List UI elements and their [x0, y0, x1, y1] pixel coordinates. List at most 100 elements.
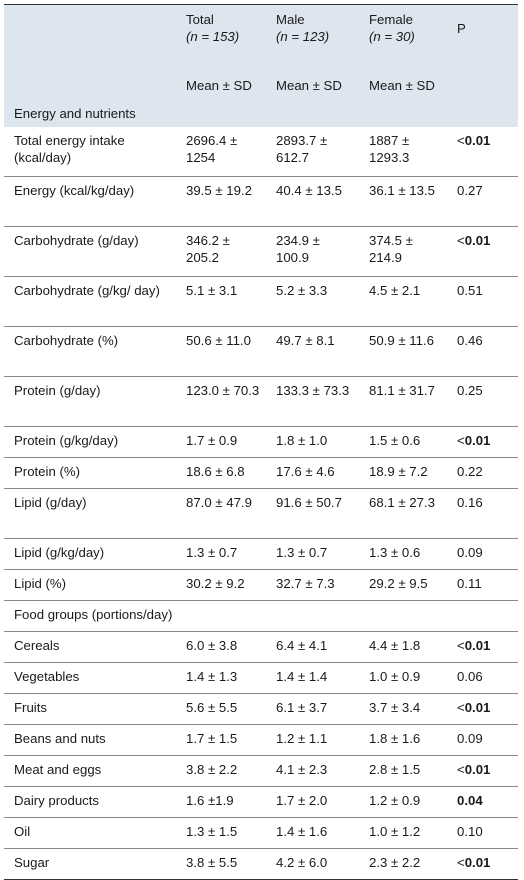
- row-label: Lipid (g/day): [4, 488, 176, 539]
- cell-p: 0.09: [449, 724, 518, 756]
- p-value: 0.01: [464, 762, 491, 777]
- cell-female: 374.5 ± 214.9: [359, 226, 449, 277]
- cell-male: 40.4 ± 13.5: [266, 176, 359, 227]
- row-label: Lipid (g/kg/day): [4, 538, 176, 570]
- p-value: 0.10: [457, 824, 483, 839]
- row-label: Carbohydrate (g/kg/ day): [4, 276, 176, 327]
- table-row: Carbohydrate (g/day) 346.2 ± 205.2 234.9 ±…: [4, 226, 518, 277]
- cell-total: 5.1 ± 3.1: [176, 276, 266, 327]
- cell-male: 6.4 ± 4.1: [266, 631, 359, 663]
- cell-total: 5.6 ± 5.5: [176, 693, 266, 725]
- cell-male: 6.1 ± 3.7: [266, 693, 359, 725]
- row-label: Total energy intake (kcal/day): [4, 127, 176, 177]
- cell-p: 0.46: [449, 326, 518, 377]
- row-label: Vegetables: [4, 662, 176, 694]
- cell-p: <0.01: [449, 127, 518, 177]
- cell-female: 81.1 ± 31.7: [359, 376, 449, 427]
- table-row: Carbohydrate (%) 50.6 ± 11.0 49.7 ± 8.1 50.…: [4, 326, 518, 377]
- header-stat-total: Mean ± SD: [186, 78, 252, 93]
- cell-total: 6.0 ± 3.8: [176, 631, 266, 663]
- header-p: P: [449, 5, 518, 62]
- cell-male: 5.2 ± 3.3: [266, 276, 359, 327]
- header-row-stats: Energy and nutrients Mean ± SD Mean ± SD…: [4, 61, 518, 127]
- cell-total: 346.2 ± 205.2: [176, 226, 266, 277]
- cell-female: 1.3 ± 0.6: [359, 538, 449, 570]
- cell-female: 1.5 ± 0.6: [359, 426, 449, 458]
- cell-female: 1.2 ± 0.9: [359, 786, 449, 818]
- cell-total: 87.0 ± 47.9: [176, 488, 266, 539]
- cell-total: 1.3 ± 0.7: [176, 538, 266, 570]
- cell-p: <0.01: [449, 631, 518, 663]
- cell-male: 1.4 ± 1.6: [266, 817, 359, 849]
- table-row: Vegetables 1.4 ± 1.3 1.4 ± 1.4 1.0 ± 0.9 0.0…: [4, 662, 518, 694]
- table-row: Lipid (g/day) 87.0 ± 47.9 91.6 ± 50.7 68.1 …: [4, 488, 518, 539]
- table-row: Protein (%) 18.6 ± 6.8 17.6 ± 4.6 18.9 ± 7.…: [4, 457, 518, 489]
- table-row: Cereals 6.0 ± 3.8 6.4 ± 4.1 4.4 ± 1.8 <0.01: [4, 631, 518, 663]
- section-row: Food groups (portions/day): [4, 600, 518, 632]
- table-row: Protein (g/day) 123.0 ± 70.3 133.3 ± 73.3 8…: [4, 376, 518, 427]
- header-row-groups: Total (n = 153) Male (n = 123) Female (n…: [4, 4, 518, 62]
- header-total-n: (n = 153): [186, 29, 240, 44]
- p-value: 0.01: [464, 638, 491, 653]
- cell-female: 29.2 ± 9.5: [359, 569, 449, 601]
- cell-p: <0.01: [449, 848, 518, 880]
- cell-total: 1.3 ± 1.5: [176, 817, 266, 849]
- p-prefix: <: [457, 762, 465, 777]
- cell-female: 4.4 ± 1.8: [359, 631, 449, 663]
- p-value: 0.06: [457, 669, 483, 684]
- p-value: 0.01: [464, 433, 491, 448]
- cell-male: 4.1 ± 2.3: [266, 755, 359, 787]
- p-value: 0.09: [457, 731, 483, 746]
- table-row: Meat and eggs 3.8 ± 2.2 4.1 ± 2.3 2.8 ± 1.5…: [4, 755, 518, 787]
- cell-male: 2893.7 ± 612.7: [266, 127, 359, 177]
- p-value: 0.01: [464, 700, 491, 715]
- cell-male: 1.7 ± 2.0: [266, 786, 359, 818]
- cell-p: 0.04: [449, 786, 518, 818]
- row-label: Cereals: [4, 631, 176, 663]
- header-stat-male: Mean ± SD: [276, 78, 342, 93]
- row-label: Beans and nuts: [4, 724, 176, 756]
- cell-male: 1.2 ± 1.1: [266, 724, 359, 756]
- cell-p: 0.22: [449, 457, 518, 489]
- table-figure: Total (n = 153) Male (n = 123) Female (n…: [4, 4, 518, 880]
- header-male: Male (n = 123): [266, 5, 359, 62]
- cell-p: <0.01: [449, 226, 518, 277]
- cell-total: 1.7 ± 1.5: [176, 724, 266, 756]
- header-total-label: Total: [186, 12, 214, 27]
- cell-female: 1.0 ± 0.9: [359, 662, 449, 694]
- header-male-n: (n = 123): [276, 29, 330, 44]
- p-value: 0.51: [457, 283, 483, 298]
- table-header: Total (n = 153) Male (n = 123) Female (n…: [4, 4, 518, 127]
- row-label: Carbohydrate (g/day): [4, 226, 176, 277]
- cell-female: 2.3 ± 2.2: [359, 848, 449, 880]
- table-row: Beans and nuts 1.7 ± 1.5 1.2 ± 1.1 1.8 ± 1.…: [4, 724, 518, 756]
- cell-total: 123.0 ± 70.3: [176, 376, 266, 427]
- cell-female: 3.7 ± 3.4: [359, 693, 449, 725]
- cell-male: 133.3 ± 73.3: [266, 376, 359, 427]
- cell-total: 39.5 ± 19.2: [176, 176, 266, 227]
- cell-p: 0.27: [449, 176, 518, 227]
- table-row: Energy (kcal/kg/day) 39.5 ± 19.2 40.4 ± 13…: [4, 176, 518, 227]
- row-label: Lipid (%): [4, 569, 176, 601]
- cell-p: 0.16: [449, 488, 518, 539]
- p-value: 0.01: [464, 855, 491, 870]
- cell-total: 3.8 ± 5.5: [176, 848, 266, 880]
- cell-female: 1887 ± 1293.3: [359, 127, 449, 177]
- table-row: Lipid (g/kg/day) 1.3 ± 0.7 1.3 ± 0.7 1.3 ± …: [4, 538, 518, 570]
- cell-total: 1.6 ±1.9: [176, 786, 266, 818]
- table-row: Fruits 5.6 ± 5.5 6.1 ± 3.7 3.7 ± 3.4 <0.01: [4, 693, 518, 725]
- cell-p: 0.51: [449, 276, 518, 327]
- cell-total: 50.6 ± 11.0: [176, 326, 266, 377]
- cell-p: 0.25: [449, 376, 518, 427]
- table-row: Lipid (%) 30.2 ± 9.2 32.7 ± 7.3 29.2 ± 9.5 0…: [4, 569, 518, 601]
- table-row: Dairy products 1.6 ±1.9 1.7 ± 2.0 1.2 ± 0.9…: [4, 786, 518, 818]
- row-label: Meat and eggs: [4, 755, 176, 787]
- row-label: Fruits: [4, 693, 176, 725]
- cell-male: 91.6 ± 50.7: [266, 488, 359, 539]
- table-row: Oil 1.3 ± 1.5 1.4 ± 1.6 1.0 ± 1.2 0.10: [4, 817, 518, 849]
- cell-p: <0.01: [449, 693, 518, 725]
- cell-p: <0.01: [449, 755, 518, 787]
- p-prefix: <: [457, 638, 465, 653]
- p-value: 0.04: [457, 793, 483, 808]
- nutrient-intake-table: Total (n = 153) Male (n = 123) Female (n…: [4, 4, 518, 880]
